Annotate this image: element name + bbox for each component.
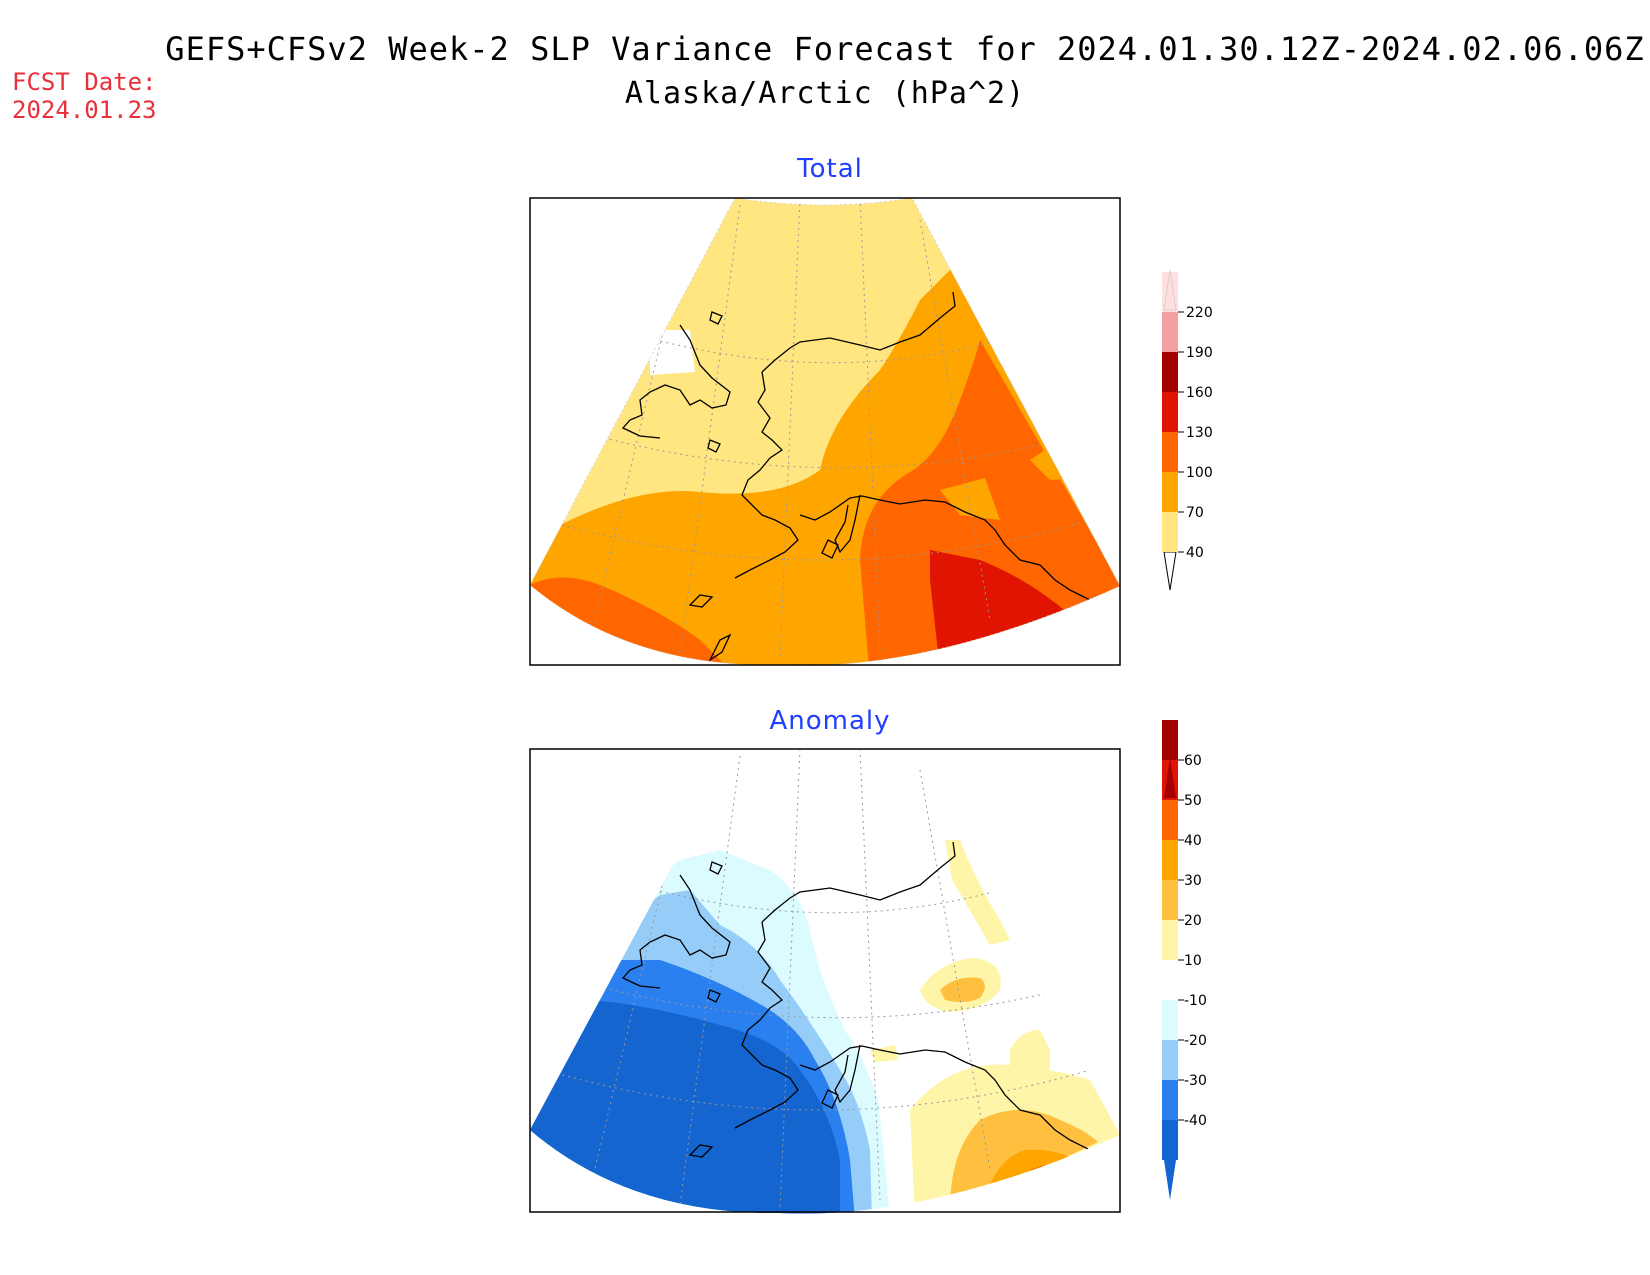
total-map-frame [529, 197, 1121, 666]
anomaly-colorbar-label: -20 [1184, 1033, 1207, 1049]
total-map [529, 197, 1121, 666]
total-colorbar-swatch [1162, 432, 1178, 472]
anomaly-panel-title: Anomaly [769, 706, 891, 736]
anomaly-contour-fill [530, 749, 1120, 1214]
anomaly-colorbar-label: 10 [1184, 953, 1202, 969]
anomaly-colorbar-label: 20 [1184, 913, 1202, 929]
anomaly-colorbar: -40 -30 -20 -10 10 20 30 40 50 60 [1162, 720, 1207, 1200]
total-colorbar-swatch [1162, 352, 1178, 392]
total-colorbar-swatches [1162, 272, 1178, 552]
anomaly-colorbar-swatch [1162, 800, 1178, 840]
anomaly-colorbar-swatch [1162, 720, 1178, 760]
anomaly-colorbar-label: 30 [1184, 873, 1202, 889]
anomaly-colorbar-swatches [1162, 720, 1178, 1160]
anomaly-colorbar-label: -10 [1184, 993, 1207, 1009]
total-colorbar-label: 40 [1186, 545, 1204, 561]
total-colorbar-labels: 40 70 100 130 160 190 220 [1178, 305, 1213, 561]
total-colorbar-low-arrow [1163, 551, 1177, 591]
anomaly-colorbar-swatch [1162, 1000, 1178, 1040]
main-title: GEFS+CFSv2 Week-2 SLP Variance Forecast … [165, 30, 1645, 68]
anomaly-colorbar-swatch [1162, 1040, 1178, 1080]
forecast-date-value: 2024.01.23 [12, 96, 157, 124]
total-contour-fill [530, 198, 1120, 666]
anomaly-colorbar-labels: -40 -30 -20 -10 10 20 30 40 50 60 [1178, 753, 1207, 1129]
total-colorbar-label: 190 [1186, 345, 1213, 361]
total-colorbar-swatch [1162, 392, 1178, 432]
anomaly-colorbar-swatch [1162, 1120, 1178, 1160]
total-panel-title: Total [797, 154, 863, 184]
anomaly-colorbar-swatch [1162, 920, 1178, 960]
forecast-date-block: FCST Date: 2024.01.23 [12, 68, 157, 124]
anomaly-colorbar-label: -40 [1184, 1113, 1207, 1129]
anomaly-colorbar-swatch [1162, 960, 1178, 1000]
total-colorbar-label: 220 [1186, 305, 1213, 321]
anomaly-colorbar-label: 50 [1184, 793, 1202, 809]
total-colorbar-high-arrow [1163, 269, 1177, 311]
anomaly-colorbar-label: 60 [1184, 753, 1202, 769]
anomaly-colorbar-swatch [1162, 1080, 1178, 1120]
anomaly-map-frame [529, 748, 1121, 1213]
total-colorbar-label: 160 [1186, 385, 1213, 401]
anomaly-colorbar-swatch [1162, 880, 1178, 920]
total-colorbar-swatch [1162, 512, 1178, 552]
total-colorbar-swatch [1162, 472, 1178, 512]
anomaly-colorbar-low-arrow [1164, 1160, 1176, 1200]
anomaly-colorbar-label: 40 [1184, 833, 1202, 849]
total-colorbar: 40 70 100 130 160 190 220 [1162, 269, 1213, 591]
total-colorbar-swatch [1162, 312, 1178, 352]
total-colorbar-label: 70 [1186, 505, 1204, 521]
anomaly-colorbar-high-arrow [1164, 758, 1176, 798]
forecast-date-label: FCST Date: [12, 68, 157, 96]
total-colorbar-label: 100 [1186, 465, 1213, 481]
sub-title: Alaska/Arctic (hPa^2) [624, 76, 1026, 111]
total-colorbar-label: 130 [1186, 425, 1213, 441]
anomaly-map [529, 748, 1121, 1214]
anomaly-colorbar-label: -30 [1184, 1073, 1207, 1089]
anomaly-colorbar-swatch [1162, 840, 1178, 880]
